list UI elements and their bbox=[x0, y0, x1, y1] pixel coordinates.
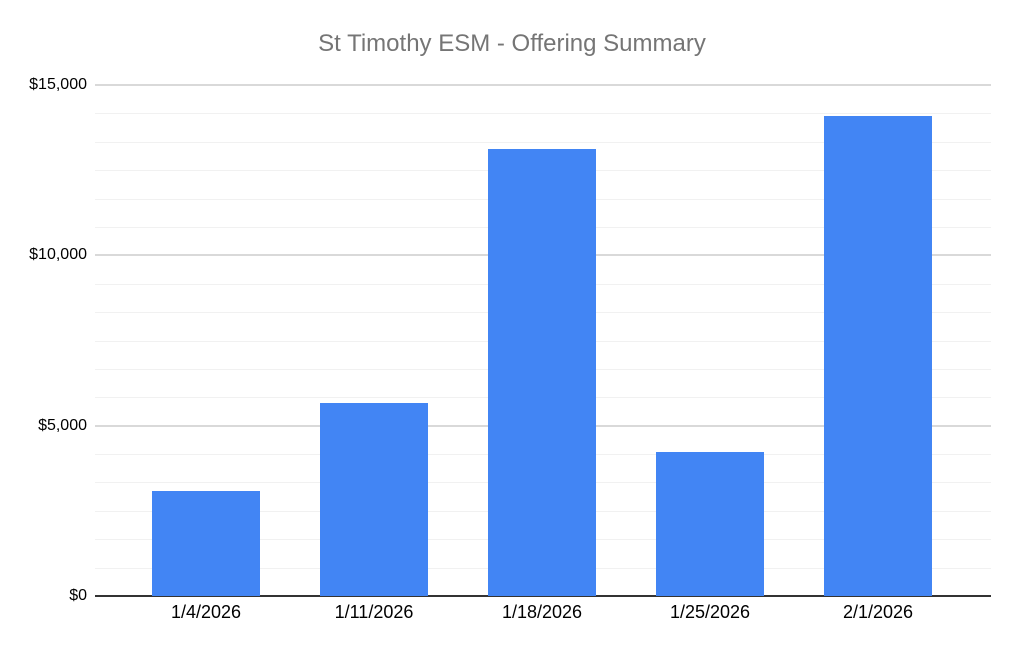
x-tick-label: 1/25/2026 bbox=[669, 602, 751, 622]
y-tick-label: $10,000 bbox=[29, 246, 87, 264]
bar-2-1-2026 bbox=[824, 115, 932, 596]
x-tick-label: 1/11/2026 bbox=[334, 602, 414, 622]
chart-title: St Timothy ESM - Offering Summary bbox=[318, 30, 706, 57]
major-gridline bbox=[95, 84, 991, 86]
minor-gridline bbox=[95, 113, 991, 115]
bar-slot bbox=[794, 85, 962, 596]
y-tick-label: $5,000 bbox=[38, 416, 87, 434]
y-tick-label: $0 bbox=[69, 587, 87, 604]
bar-1-25-2026 bbox=[656, 451, 764, 596]
bar-1-11-2026 bbox=[320, 402, 428, 596]
bar-1-18-2026 bbox=[488, 148, 596, 596]
minor-gridline bbox=[95, 141, 991, 143]
bar-slot bbox=[290, 85, 458, 596]
x-tick-label: 1/4/2026 bbox=[170, 602, 242, 622]
x-tick-label: 1/18/2026 bbox=[501, 602, 583, 622]
bar-slot bbox=[626, 85, 794, 596]
y-tick-label: $15,000 bbox=[29, 76, 87, 93]
bar-1-4-2026 bbox=[152, 490, 260, 596]
x-axis-line bbox=[95, 595, 991, 597]
x-tick-label: 2/1/2026 bbox=[842, 602, 914, 622]
bar-slot bbox=[122, 85, 290, 596]
bar-series bbox=[122, 85, 962, 596]
bar-slot bbox=[458, 85, 626, 596]
